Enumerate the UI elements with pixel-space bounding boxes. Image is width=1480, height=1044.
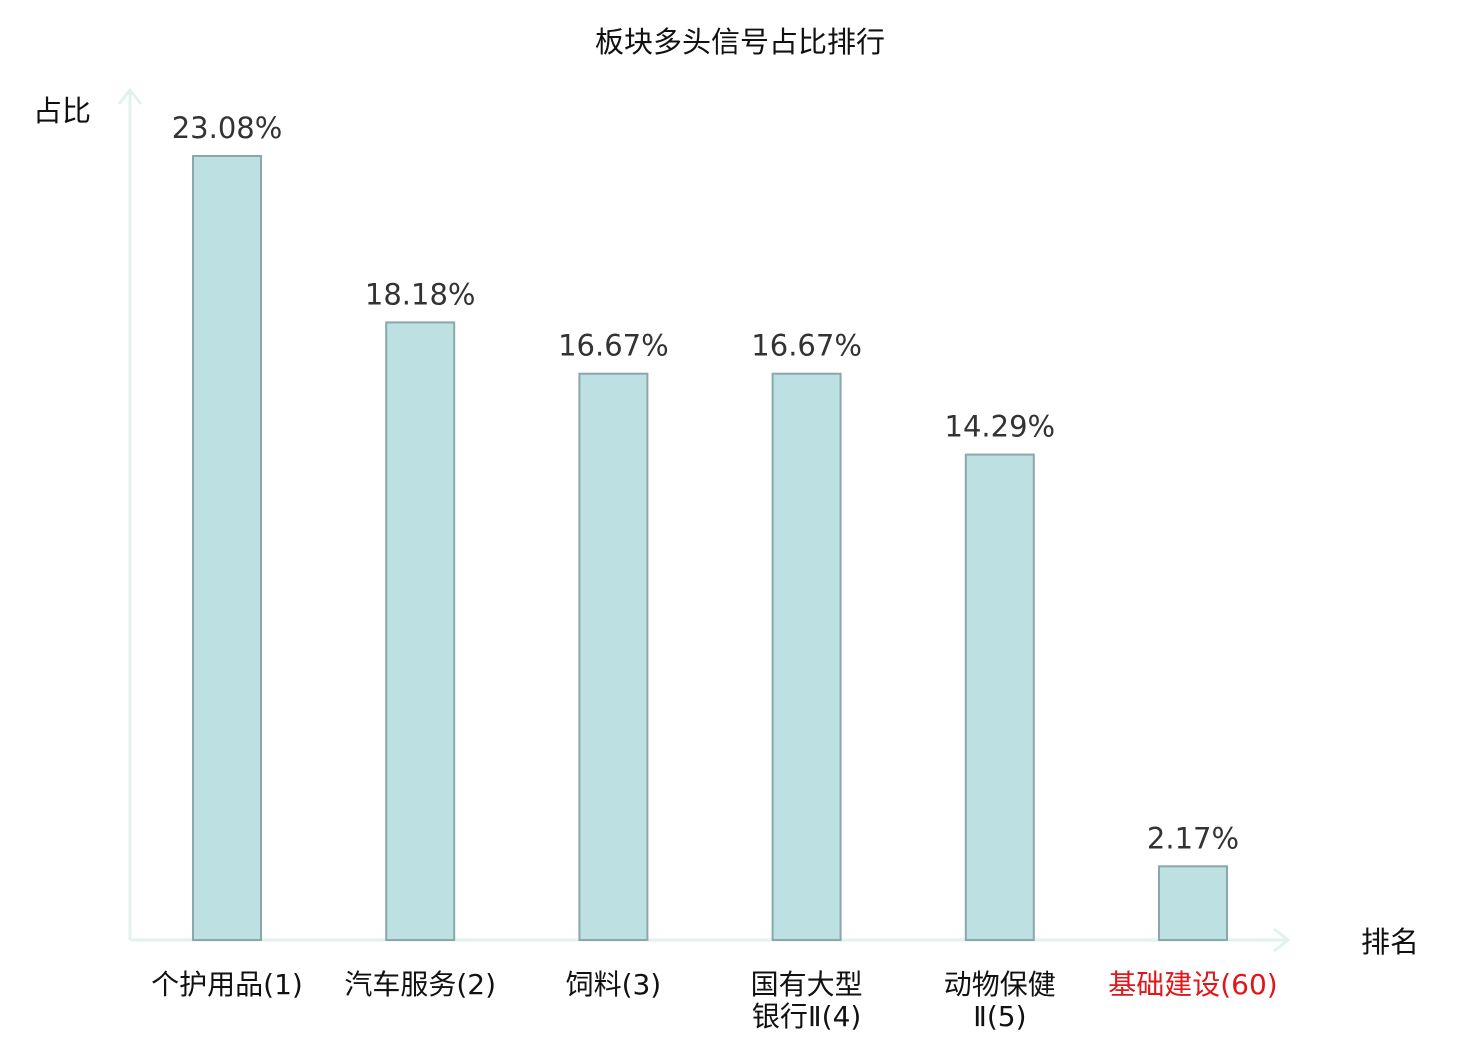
x-axis-label: 排名: [1361, 925, 1419, 959]
bar-value-label-3: 16.67%: [558, 329, 669, 363]
chart-title: 板块多头信号占比排行: [595, 25, 885, 59]
x-tick-label-3: 饲料(3): [566, 968, 662, 1001]
x-axis-arrow: [1273, 927, 1291, 953]
bar-value-label-5: 14.29%: [945, 410, 1056, 444]
bar-value-label-2: 18.18%: [365, 277, 476, 311]
x-tick-label-4-line-1: 国有大型: [751, 968, 863, 1001]
bar-2: [385, 321, 456, 941]
bar-value-label-4: 16.67%: [751, 329, 862, 363]
x-tick-label-5-line-1: 动物保健: [944, 968, 1056, 1001]
x-tick-label-2: 汽车服务(2): [344, 968, 496, 1001]
y-axis-label: 占比: [33, 94, 91, 128]
bar-5: [964, 453, 1035, 941]
bars-group: 23.08% 个护用品(1) 18.18% 汽车服务(2) 16.67% 饲料(3) 16.…: [151, 111, 1278, 1033]
x-tick-label-5-line-2: Ⅱ(5): [973, 1000, 1026, 1033]
bar-3: [578, 372, 649, 941]
x-tick-label-6: 基础建设(60): [1108, 968, 1277, 1001]
bar-value-label-6: 2.17%: [1147, 821, 1239, 855]
x-tick-label-1: 个护用品(1): [151, 968, 303, 1001]
bar-4: [771, 372, 842, 941]
bar-value-label-1: 23.08%: [172, 111, 283, 145]
bar-1: [192, 155, 262, 941]
bar-6: [1158, 865, 1228, 941]
x-tick-label-4-line-2: 银行Ⅱ(4): [752, 1000, 861, 1033]
y-axis-arrow: [117, 87, 143, 105]
